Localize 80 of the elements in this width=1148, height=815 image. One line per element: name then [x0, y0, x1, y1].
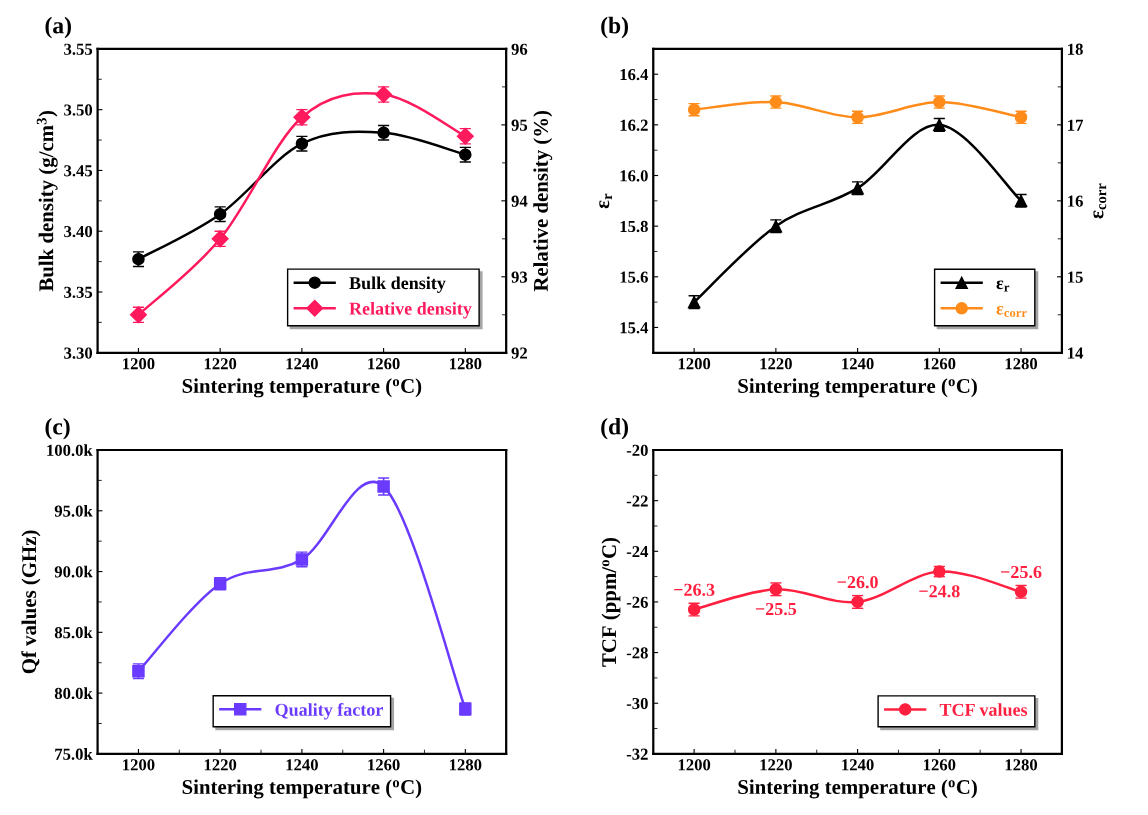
x-tick-label: 1220 [760, 759, 792, 771]
y-tick-label: 15.8 [620, 220, 648, 233]
legend-label: TCF values [939, 703, 1028, 716]
y-tick-label: -26 [626, 596, 648, 608]
y2-tick-label: 94 [511, 195, 528, 207]
y-tick-label: 75.0k [55, 748, 93, 760]
chart-title: (b) [601, 16, 628, 39]
x-tick-label: 1240 [842, 358, 874, 370]
y-tick-label: -22 [626, 495, 648, 507]
x-tick-label: 1240 [286, 358, 318, 370]
x-tick-label: 1260 [923, 759, 956, 771]
y-tick-label: 15.4 [620, 322, 649, 334]
data-label: −25.6 [1001, 565, 1042, 579]
y-tick-label: -20 [626, 444, 648, 456]
y2-tick-label: 14 [1068, 347, 1084, 359]
y-axis-title: TCF (ppm/$^{o}$C) [601, 537, 621, 667]
x-tick-label: 1280 [1005, 759, 1038, 771]
y-tick-label: -24 [626, 546, 649, 558]
y-tick-label: 3.50 [64, 104, 93, 116]
x-tick-label: 1200 [678, 358, 711, 370]
y-tick-label: -30 [626, 697, 648, 710]
y-tick-label: -28 [626, 647, 648, 659]
x-axis-title: Sintering temperature ($^{o}$C) [182, 779, 422, 799]
y2-tick-label: 16 [1068, 195, 1083, 207]
x-tick-label: 1220 [760, 358, 792, 370]
y-tick-label: 15.6 [620, 271, 648, 283]
x-tick-label: 1260 [368, 358, 400, 370]
x-tick-label: 1260 [923, 358, 956, 370]
x-tick-label: 1220 [204, 358, 237, 370]
x-axis-title: Sintering temperature ($^{o}$C) [738, 378, 977, 398]
x-tick-label: 1200 [678, 759, 711, 771]
y-axis-title: ε$_{r}$ [599, 193, 612, 209]
y2-tick-label: 18 [1068, 43, 1083, 55]
legend-label: Bulk density [349, 276, 446, 293]
y-tick-label: 16.0 [620, 170, 648, 182]
data-label: −25.5 [755, 602, 797, 616]
y-tick-label: 3.55 [64, 43, 93, 55]
y-tick-label: 100.0k [47, 444, 93, 457]
data-label: −26.0 [837, 576, 878, 589]
y-tick-label: 3.35 [64, 286, 93, 299]
legend-label: ε$_{corr}$ [996, 305, 1027, 318]
y2-tick-label: 92 [511, 347, 527, 359]
y2-tick-label: 15 [1068, 271, 1083, 283]
x-tick-label: 1280 [450, 358, 482, 370]
legend-label: ε$_{r}$ [996, 280, 1010, 292]
y2-tick-label: 17 [1068, 119, 1084, 131]
y-tick-label: 80.0k [54, 687, 93, 700]
x-tick-label: 1240 [842, 759, 874, 771]
y-tick-label: 3.40 [64, 225, 93, 238]
x-tick-label: 1200 [123, 759, 155, 771]
chart-title: (a) [45, 16, 71, 39]
y-axis-title: Bulk density (g/cm$^{3}$) [36, 111, 58, 292]
x-axis-title: Sintering temperature ($^{o}$C) [182, 378, 422, 398]
x-tick-label: 1200 [123, 358, 155, 370]
x-tick-label: 1280 [450, 759, 482, 771]
y-tick-label: 3.45 [64, 165, 93, 177]
y2-tick-label: 95 [511, 119, 528, 131]
legend-label: Relative density [349, 302, 472, 319]
y2-tick-label: 96 [511, 43, 528, 55]
y-tick-label: 3.30 [64, 347, 93, 359]
y-tick-label: -32 [626, 748, 648, 760]
y-axis-title: Qf values (GHz) [21, 530, 41, 674]
y-tick-label: 16.4 [620, 68, 649, 81]
x-axis-title: Sintering temperature ($^{o}$C) [738, 779, 977, 799]
y-tick-label: 85.0k [54, 626, 93, 639]
x-tick-label: 1240 [286, 759, 318, 771]
data-label: −24.8 [919, 585, 960, 598]
legend-label: Quality factor [275, 702, 383, 720]
chart-title: (d) [601, 417, 628, 440]
x-tick-label: 1220 [204, 759, 237, 771]
y-tick-label: 95.0k [54, 505, 93, 517]
y-tick-label: 90.0k [54, 565, 93, 578]
y2-axis-title: Relative density (%) [533, 110, 553, 292]
chart-title: (c) [45, 417, 70, 440]
x-tick-label: 1280 [1005, 358, 1038, 370]
data-label: −26.3 [674, 583, 715, 596]
y2-axis-title: ε$_{corr}$ [1093, 183, 1107, 219]
y-tick-label: 16.2 [620, 119, 648, 131]
x-tick-label: 1260 [368, 759, 400, 771]
y2-tick-label: 93 [511, 271, 528, 283]
